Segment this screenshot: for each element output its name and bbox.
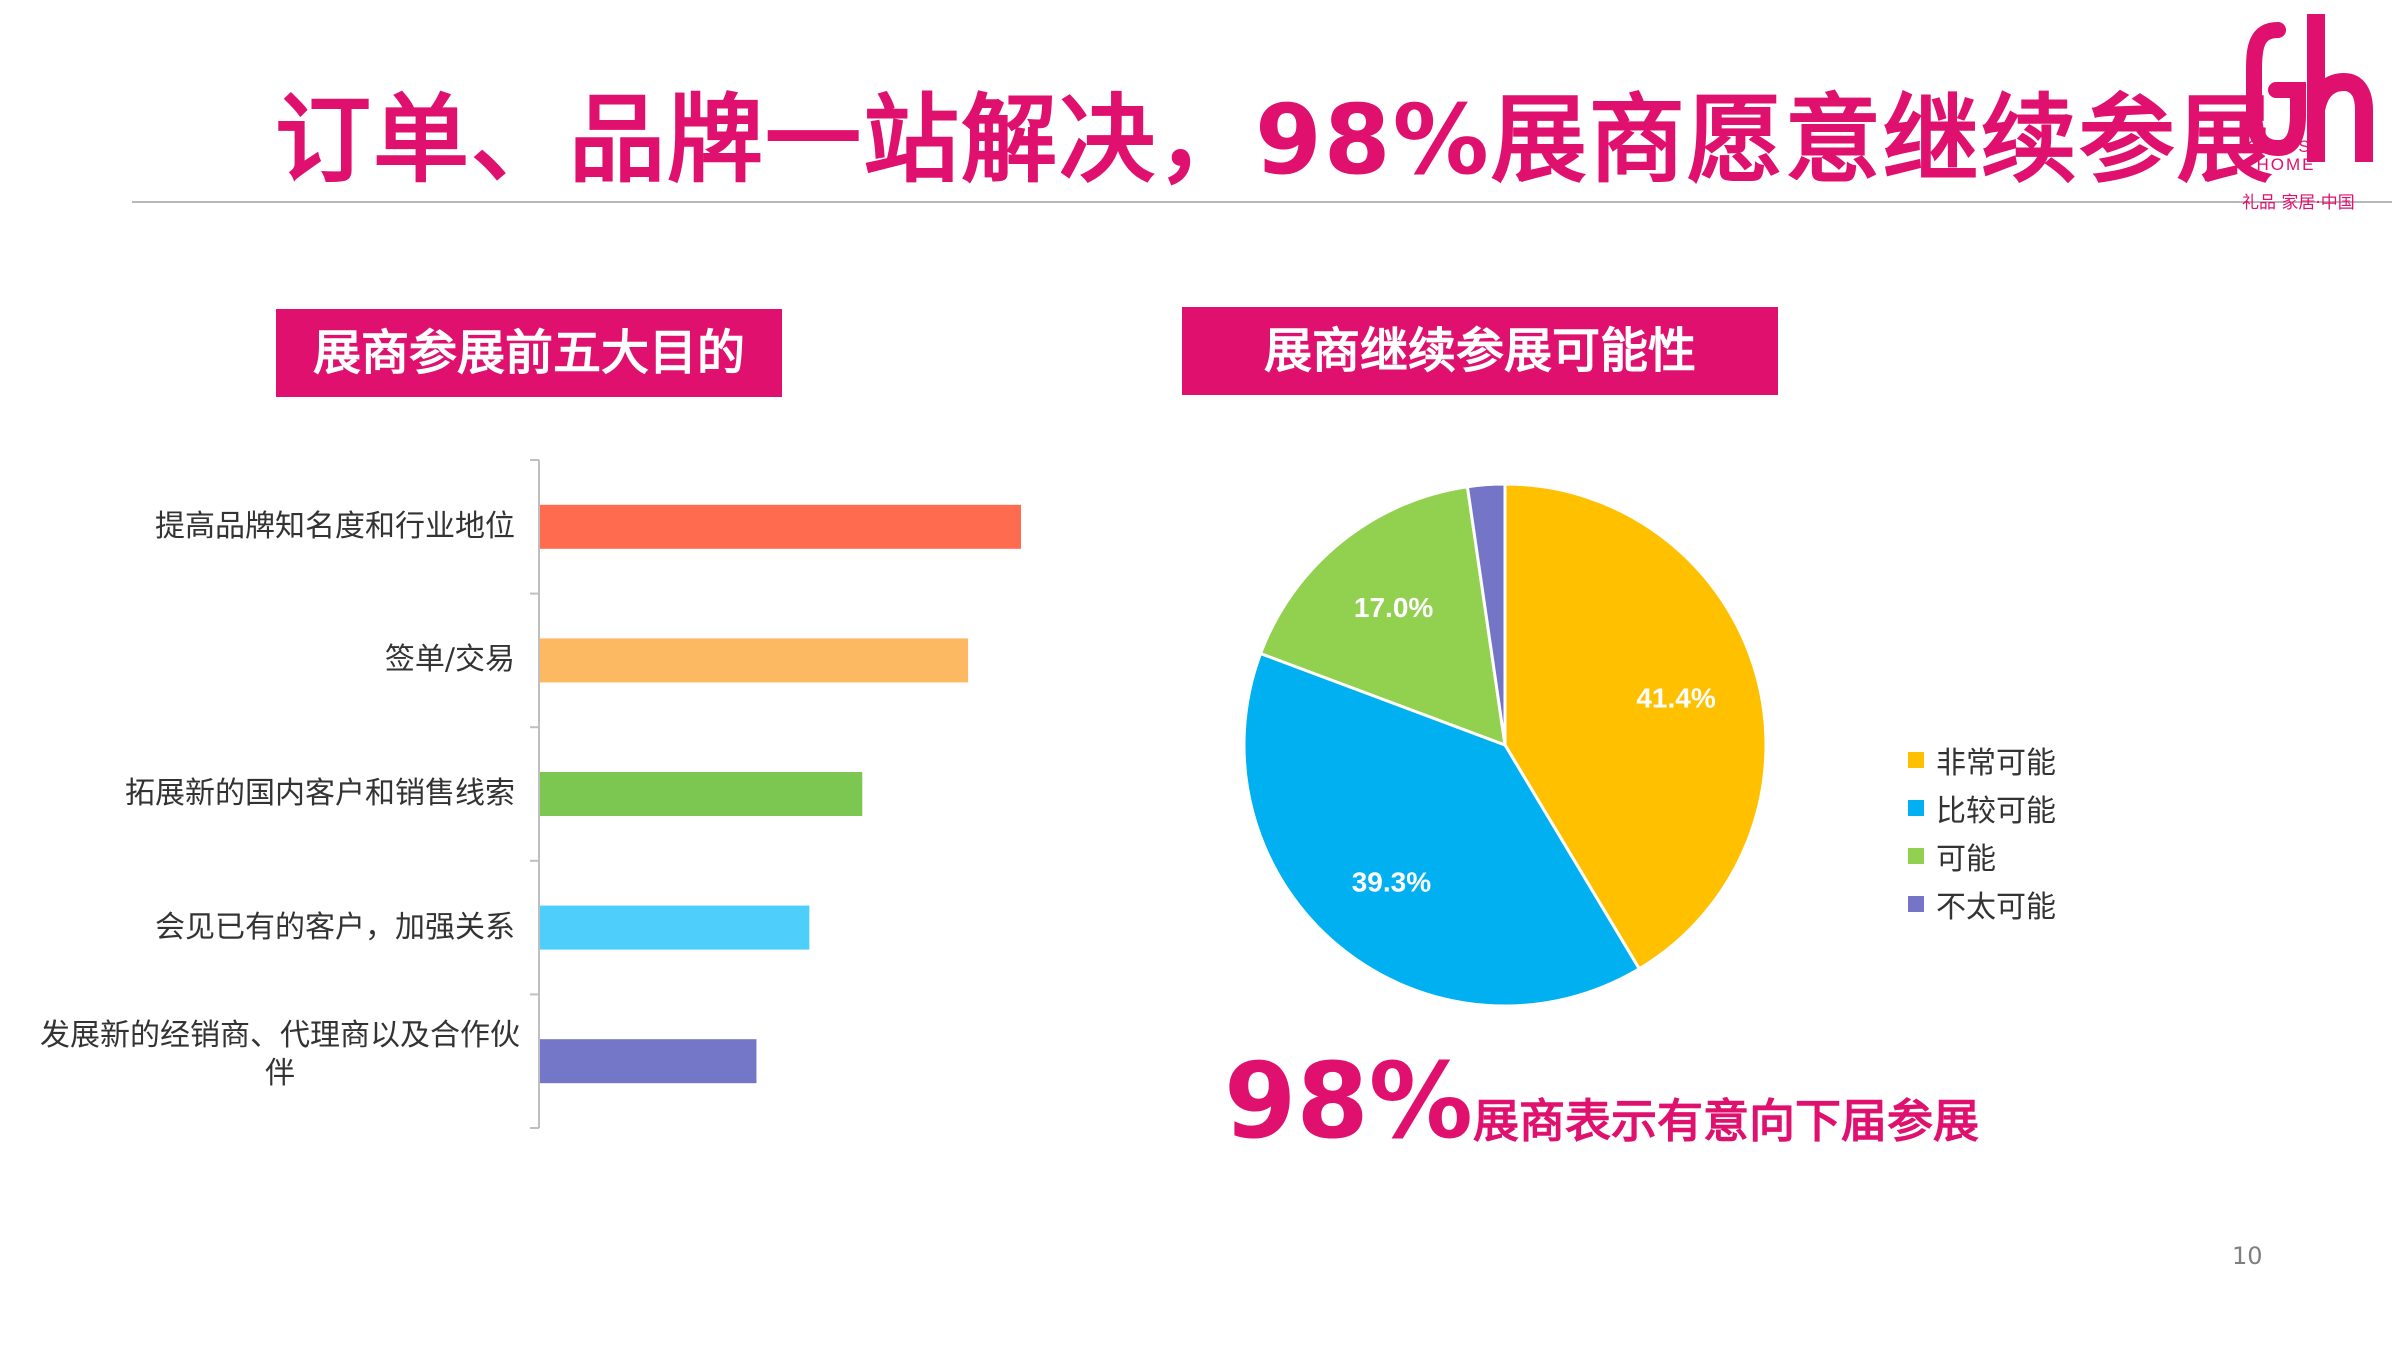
summary-stat: 98%展商表示有意向下届参展	[1224, 1040, 1979, 1162]
logo-chinese-text: 礼品 家居·中国	[2242, 193, 2355, 213]
summary-percent: 98%	[1224, 1040, 1473, 1162]
legend-label: 非常可能	[1936, 746, 2056, 781]
bar-1	[540, 504, 1021, 549]
legend-label: 不太可能	[1936, 890, 2056, 925]
right-section-label: 展商继续参展可能性	[1182, 307, 1778, 395]
bar-4	[540, 905, 810, 950]
pie-data-label: 41.4%	[1636, 683, 1715, 714]
bar-5	[540, 1039, 757, 1084]
legend-swatch	[1908, 752, 1924, 768]
gh-logo-icon	[2246, 14, 2373, 162]
bar-category-label: 会见已有的客户，加强关系	[155, 909, 515, 945]
legend-label: 可能	[1936, 842, 1996, 877]
legend-item: 可能	[1908, 832, 2056, 880]
legend-item: 比较可能	[1908, 784, 2056, 832]
summary-text: 展商表示有意向下届参展	[1472, 1094, 1979, 1148]
pie-legend: 非常可能比较可能可能不太可能	[1908, 736, 2056, 928]
pie-slice-3	[1258, 485, 1507, 748]
pie-slice-2	[1242, 651, 1642, 1008]
legend-swatch	[1908, 896, 1924, 912]
legend-label: 比较可能	[1936, 794, 2056, 829]
logo-english-text: G1FTS& HOME	[2246, 137, 2326, 174]
page-title: 订单、品牌一站解决，98%展商愿意继续参展	[275, 84, 2275, 196]
legend-item: 非常可能	[1908, 736, 2056, 784]
title-divider	[132, 201, 2392, 203]
brand-logo: G1FTS& HOME 礼品 家居·中国	[2228, 10, 2400, 213]
page-number: 10	[2232, 1242, 2263, 1270]
left-section-label: 展商参展前五大目的	[276, 309, 782, 397]
pie-slice-4	[1465, 482, 1507, 746]
pie-data-label: 17.0%	[1354, 592, 1433, 623]
bar-category-label: 发展新的经销商、代理商以及合作伙伴	[40, 1018, 520, 1092]
pie-slice-1	[1503, 482, 1768, 971]
bar-category-label: 签单/交易	[384, 642, 515, 678]
legend-item: 不太可能	[1908, 880, 2056, 928]
legend-swatch	[1908, 800, 1924, 816]
bar-2	[540, 638, 969, 683]
pie-data-label: 39.3%	[1352, 866, 1431, 897]
legend-swatch	[1908, 848, 1924, 864]
bar-category-label: 提高品牌知名度和行业地位	[155, 508, 515, 544]
continue-likelihood-pie-chart: 41.4% 39.3% 17.0%	[1242, 482, 1768, 1008]
bar-3	[540, 772, 863, 816]
purposes-bar-chart	[530, 459, 1021, 1129]
bar-category-label: 拓展新的国内客户和销售线索	[125, 776, 515, 811]
